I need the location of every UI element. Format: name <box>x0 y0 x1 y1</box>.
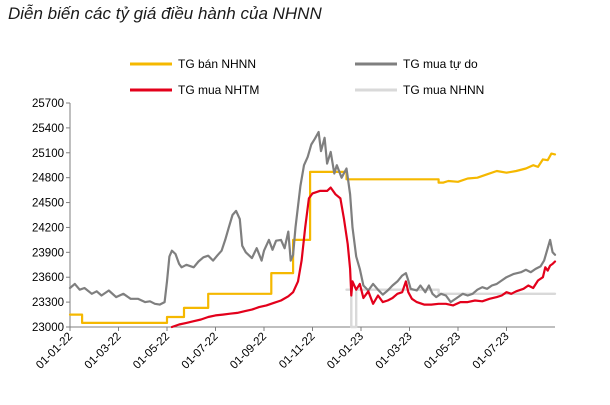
y-axis: 23000 23300 23600 23900 24200 24500 24800 25100… <box>32 98 71 334</box>
legend-label: TG mua NHTM <box>178 83 259 97</box>
y-tick-label: 25100 <box>32 148 64 160</box>
legend-label: TG bán NHNN <box>178 57 256 71</box>
x-tick-label: 01-07-23 <box>471 331 512 372</box>
y-tick-label: 23600 <box>32 272 64 284</box>
y-tick-label: 25400 <box>32 123 64 135</box>
x-tick-label: 01-03-22 <box>83 331 124 372</box>
plot-lines <box>68 130 557 329</box>
series-line-2 <box>170 186 557 329</box>
x-axis: 01-01-22 01-03-22 01-05-22 01-07-22 01-09-22… <box>34 326 555 372</box>
x-tick-label: 01-05-23 <box>422 331 463 372</box>
x-tick-label: 01-05-22 <box>131 331 172 372</box>
x-tick-label: 01-07-22 <box>180 331 221 372</box>
y-tick-label: 24800 <box>32 173 64 185</box>
legend: TG bán NHNN TG mua tự do TG mua NHTM TG mua… <box>130 57 484 97</box>
y-tick-label: 23000 <box>32 322 64 334</box>
y-tick-label: 24500 <box>32 198 64 210</box>
series-line-1 <box>68 130 557 306</box>
y-tick-label: 24200 <box>32 222 64 234</box>
x-tick-label: 01-11-22 <box>277 331 317 371</box>
chart-title: Diễn biến các tỷ giá điều hành của NHNN <box>8 4 322 23</box>
x-tick-label: 01-03-23 <box>374 331 415 372</box>
x-tick-label: 01-01-23 <box>325 331 366 372</box>
x-tick-label: 01-01-22 <box>34 331 75 372</box>
y-tick-label: 23900 <box>32 247 64 259</box>
y-tick-label: 23300 <box>32 297 64 309</box>
x-tick-label: 01-09-22 <box>228 331 269 372</box>
y-tick-label: 25700 <box>32 98 64 110</box>
legend-label: TG mua NHNN <box>403 83 484 97</box>
series-line-0 <box>68 152 557 324</box>
legend-label: TG mua tự do <box>403 57 478 71</box>
